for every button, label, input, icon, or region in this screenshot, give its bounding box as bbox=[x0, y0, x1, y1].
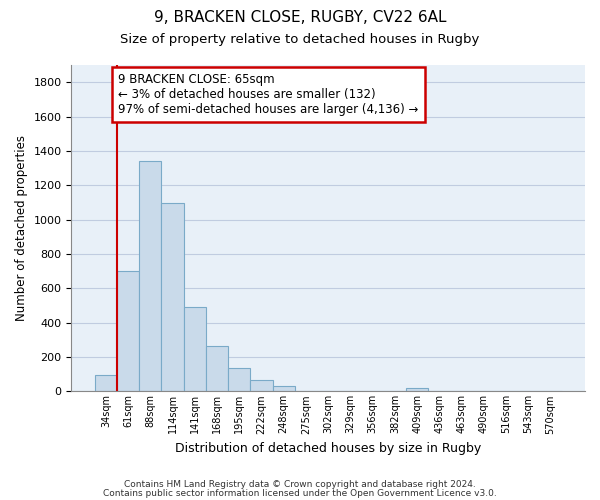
Bar bbox=[117, 271, 139, 392]
Bar bbox=[272, 386, 295, 392]
Bar bbox=[406, 388, 428, 392]
Y-axis label: Number of detached properties: Number of detached properties bbox=[15, 135, 28, 321]
Bar bbox=[95, 375, 117, 392]
Text: Contains HM Land Registry data © Crown copyright and database right 2024.: Contains HM Land Registry data © Crown c… bbox=[124, 480, 476, 489]
Text: 9 BRACKEN CLOSE: 65sqm
← 3% of detached houses are smaller (132)
97% of semi-det: 9 BRACKEN CLOSE: 65sqm ← 3% of detached … bbox=[118, 72, 419, 116]
Bar bbox=[250, 380, 272, 392]
Bar bbox=[139, 161, 161, 392]
Bar bbox=[228, 368, 250, 392]
X-axis label: Distribution of detached houses by size in Rugby: Distribution of detached houses by size … bbox=[175, 442, 481, 455]
Text: Contains public sector information licensed under the Open Government Licence v3: Contains public sector information licen… bbox=[103, 488, 497, 498]
Text: Size of property relative to detached houses in Rugby: Size of property relative to detached ho… bbox=[121, 32, 479, 46]
Text: 9, BRACKEN CLOSE, RUGBY, CV22 6AL: 9, BRACKEN CLOSE, RUGBY, CV22 6AL bbox=[154, 10, 446, 25]
Bar bbox=[184, 307, 206, 392]
Bar bbox=[206, 346, 228, 392]
Bar bbox=[161, 204, 184, 392]
